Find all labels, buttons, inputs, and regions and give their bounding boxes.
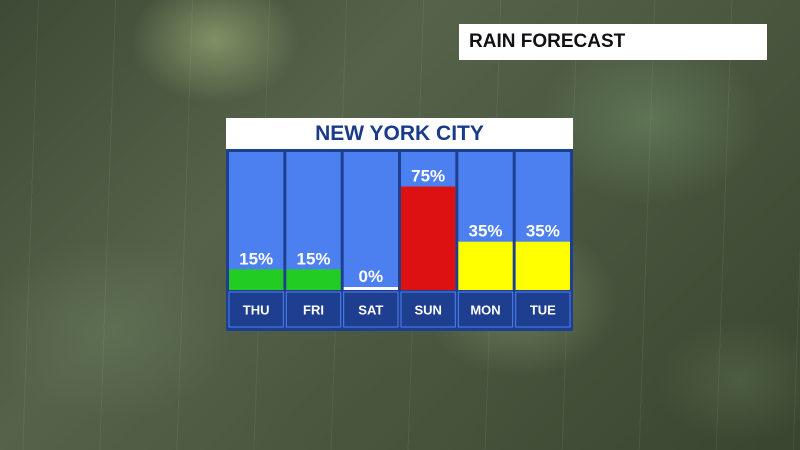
- bar-thu: [229, 269, 284, 290]
- day-band-sat: [343, 291, 399, 328]
- day-band-sun: [400, 291, 456, 328]
- day-band-thu: [228, 291, 284, 328]
- column-bg-thu: [229, 152, 284, 290]
- column-bg-fri: [286, 152, 341, 290]
- value-label-sat: 0%: [359, 267, 384, 286]
- city-title: NEW YORK CITY: [226, 118, 573, 149]
- value-label-thu: 15%: [239, 249, 273, 268]
- column-bg-sat: [343, 152, 398, 290]
- bar-sun: [401, 186, 456, 290]
- rain-forecast-title: RAIN FORECAST: [459, 24, 767, 60]
- bar-sat: [343, 287, 398, 290]
- forecast-panel: NEW YORK CITY 15% THU 15% FRI 0% SAT 75% SUN 35%…: [226, 118, 573, 331]
- day-label-sun: SUN: [414, 303, 441, 318]
- value-label-fri: 15%: [296, 249, 330, 268]
- value-label-mon: 35%: [468, 222, 502, 241]
- day-label-fri: FRI: [303, 303, 324, 318]
- day-band-fri: [285, 291, 342, 328]
- value-label-sun: 75%: [411, 167, 445, 186]
- bar-mon: [458, 241, 513, 290]
- day-band-mon: [457, 291, 514, 328]
- value-label-tue: 35%: [526, 222, 560, 241]
- bar-chart: 15% THU 15% FRI 0% SAT 75% SUN 35% MON 35% TUE: [226, 149, 573, 331]
- rain-forecast-title-text: RAIN FORECAST: [469, 31, 626, 52]
- city-title-text: NEW YORK CITY: [315, 121, 484, 145]
- bar-tue: [515, 241, 570, 290]
- day-label-tue: TUE: [530, 303, 556, 318]
- bar-chart-svg: 15% THU 15% FRI 0% SAT 75% SUN 35% MON 35% TUE: [228, 152, 571, 328]
- day-label-thu: THU: [243, 303, 270, 318]
- day-band-tue: [515, 291, 571, 328]
- day-label-sat: SAT: [358, 303, 383, 318]
- bar-fri: [286, 269, 341, 290]
- day-label-mon: MON: [470, 303, 500, 318]
